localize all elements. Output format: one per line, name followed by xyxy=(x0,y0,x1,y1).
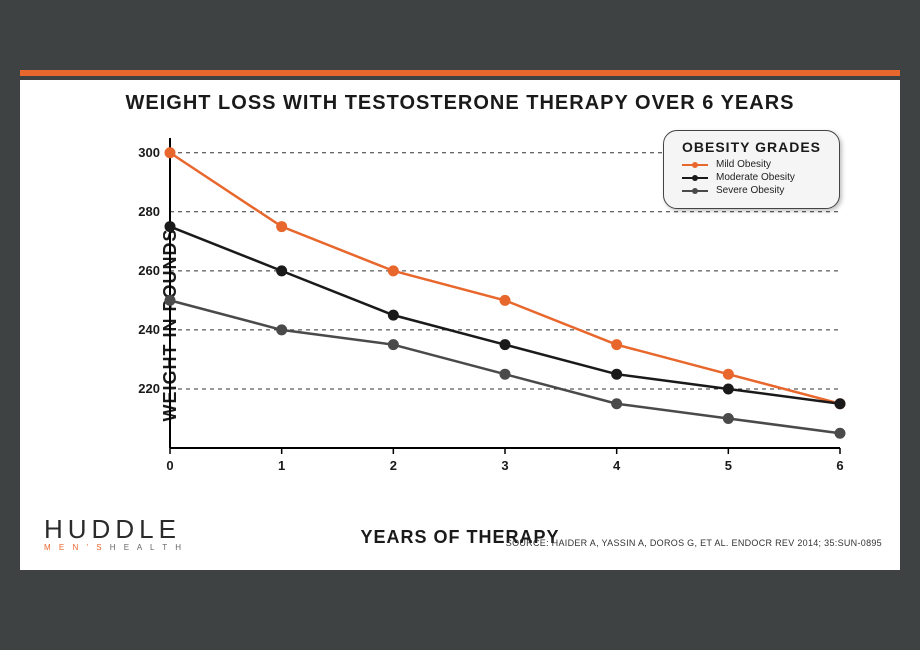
logo-primary: HUDDLE xyxy=(44,514,184,545)
svg-text:3: 3 xyxy=(501,458,508,473)
logo-subtitle: M E N ' S H E A L T H xyxy=(44,543,184,552)
legend-swatch xyxy=(682,190,708,192)
legend-label: Severe Obesity xyxy=(716,185,784,196)
svg-text:0: 0 xyxy=(166,458,173,473)
svg-text:2: 2 xyxy=(390,458,397,473)
chart-title: WEIGHT LOSS WITH TESTOSTERONE THERAPY OV… xyxy=(20,92,900,115)
svg-text:260: 260 xyxy=(138,263,160,278)
svg-text:6: 6 xyxy=(836,458,843,473)
svg-text:300: 300 xyxy=(138,145,160,160)
legend-item: Moderate Obesity xyxy=(682,172,821,183)
legend-label: Mild Obesity xyxy=(716,159,771,170)
svg-text:4: 4 xyxy=(613,458,621,473)
legend-label: Moderate Obesity xyxy=(716,172,795,183)
legend-swatch xyxy=(682,177,708,179)
source-citation: SOURCE: HAIDER A, YASSIN A, DOROS G, ET … xyxy=(506,538,882,548)
legend-title: OBESITY GRADES xyxy=(682,139,821,155)
svg-text:280: 280 xyxy=(138,204,160,219)
chart-panel: WEIGHT LOSS WITH TESTOSTERONE THERAPY OV… xyxy=(20,80,900,570)
legend-swatch xyxy=(682,164,708,166)
accent-bar xyxy=(20,70,900,76)
svg-text:1: 1 xyxy=(278,458,285,473)
legend-item: Mild Obesity xyxy=(682,159,821,170)
svg-text:220: 220 xyxy=(138,381,160,396)
legend-item: Severe Obesity xyxy=(682,185,821,196)
brand-logo: HUDDLE M E N ' S H E A L T H xyxy=(44,514,184,552)
svg-text:240: 240 xyxy=(138,322,160,337)
svg-text:5: 5 xyxy=(725,458,732,473)
legend: OBESITY GRADES Mild Obesity Moderate Obes… xyxy=(663,130,840,209)
